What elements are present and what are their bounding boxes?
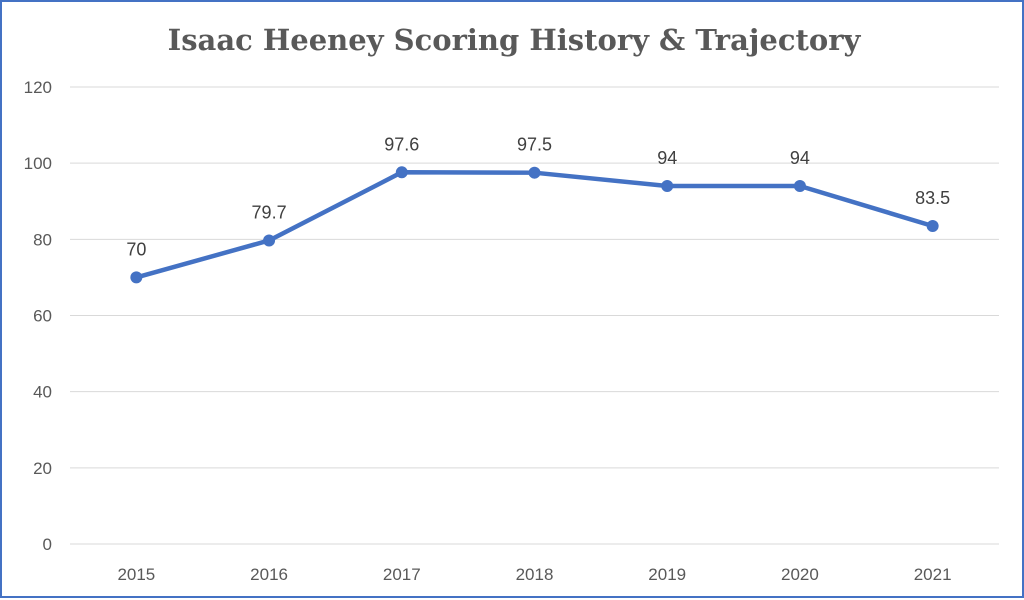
x-tick-label: 2021 (914, 565, 952, 584)
data-point (926, 220, 939, 233)
data-label: 83.5 (915, 188, 950, 208)
data-point (130, 271, 143, 284)
y-tick-label: 100 (24, 154, 52, 173)
y-tick-label: 20 (33, 459, 52, 478)
x-tick-label: 2016 (250, 565, 288, 584)
data-point (263, 234, 276, 247)
data-point (793, 180, 806, 193)
data-label: 94 (790, 148, 810, 168)
x-tick-label: 2018 (516, 565, 554, 584)
data-label: 94 (657, 148, 677, 168)
series (130, 166, 939, 284)
gridlines (70, 86, 999, 545)
x-tick-label: 2019 (648, 565, 686, 584)
data-label: 97.5 (517, 135, 552, 155)
data-point (528, 166, 541, 179)
data-label: 97.6 (384, 134, 419, 154)
axis-labels: 0 20 40 60 80 100 120 2015 2016 2017 2018 2019 2020 2… (24, 78, 952, 584)
y-tick-label: 80 (33, 230, 52, 249)
data-label: 70 (126, 239, 146, 259)
data-point (395, 166, 408, 179)
data-labels: 70 79.7 97.6 97.5 94 94 83.5 (126, 134, 950, 259)
series-line (134, 170, 935, 280)
y-tick-label: 40 (33, 383, 52, 402)
x-tick-label: 2017 (383, 565, 421, 584)
y-tick-label: 120 (24, 78, 52, 97)
x-tick-label: 2020 (781, 565, 819, 584)
y-tick-label: 0 (43, 535, 52, 554)
chart-title: Isaac Heeney Scoring History & Trajector… (168, 23, 862, 57)
x-tick-label: 2015 (117, 565, 155, 584)
y-tick-label: 60 (33, 307, 52, 326)
data-label: 79.7 (252, 202, 287, 222)
data-point (661, 180, 674, 193)
